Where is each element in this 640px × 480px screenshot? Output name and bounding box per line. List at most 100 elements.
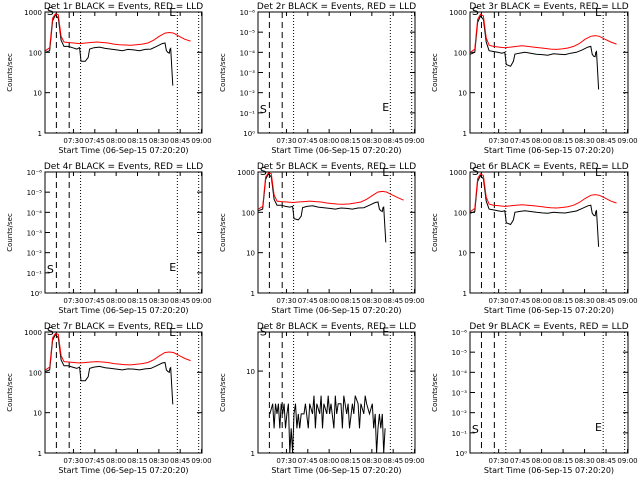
y-tick-label: 10⁻² (240, 90, 256, 98)
y-tick-label: 10 (246, 250, 255, 258)
x-axis-label: Start Time (06-Sep-15 07:20:20) (58, 306, 188, 315)
x-tick-label: 09:00 (617, 297, 637, 305)
series-events (470, 174, 600, 247)
y-tick-label: 10 (458, 90, 467, 98)
x-tick-label: 08:45 (596, 137, 616, 145)
y-tick-label: 100 (454, 49, 467, 57)
plot-frame (257, 171, 416, 294)
x-tick-label: 09:00 (191, 457, 211, 465)
y-axis-label: Counts/sec (219, 213, 227, 252)
start-marker: S (47, 263, 54, 276)
x-tick-label: 09:00 (191, 137, 211, 145)
x-tick-label: 08:15 (553, 457, 573, 465)
series-events (45, 333, 174, 405)
x-tick-label: 08:30 (149, 457, 169, 465)
plot-frame (469, 171, 629, 294)
y-tick-label: 10⁻⁵ (27, 189, 43, 197)
end-marker: E (382, 101, 389, 114)
y-tick-label: 1 (463, 130, 467, 138)
x-axis-label: Start Time (06-Sep-15 07:20:20) (58, 466, 188, 475)
x-tick-label: 07:45 (298, 297, 318, 305)
start-marker: S (260, 326, 267, 339)
x-tick-label: 07:45 (85, 457, 105, 465)
detector-panel-5r: Det 5r BLACK = Events, RED = LLD 07:30 07:… (219, 162, 425, 315)
x-tick-label: 09:00 (191, 297, 211, 305)
x-axis-label: Start Time (06-Sep-15 07:20:20) (271, 146, 401, 155)
x-tick-label: 08:30 (574, 137, 594, 145)
y-tick-label: 10⁰ (30, 290, 42, 298)
x-tick-label: 07:30 (63, 137, 83, 145)
end-marker: E (382, 166, 389, 179)
plot-frame (44, 331, 203, 454)
y-tick-label: 10⁻⁶ (27, 169, 43, 177)
end-marker: E (595, 166, 602, 179)
plot-frame (44, 11, 203, 134)
x-tick-label: 07:45 (85, 137, 105, 145)
x-tick-label: 08:45 (383, 297, 403, 305)
series-lld (45, 332, 191, 371)
series-lld (470, 13, 617, 53)
x-tick-label: 08:45 (596, 297, 616, 305)
x-tick-label: 08:00 (532, 137, 552, 145)
y-tick-label: 10 (458, 250, 467, 258)
x-axis-label: Start Time (06-Sep-15 07:20:20) (484, 306, 614, 315)
detector-panel-2r: Det 2r BLACK = Events, RED = LLD 07:30 07:… (219, 2, 425, 155)
series-events (269, 395, 386, 454)
y-tick-label: 10⁻⁵ (240, 29, 256, 37)
panel-title: Det 9r BLACK = Events, RED = LLD (469, 322, 628, 332)
x-tick-label: 08:30 (362, 297, 382, 305)
detector-panel-9r: Det 9r BLACK = Events, RED = LLD 07:30 07:… (431, 322, 638, 475)
x-tick-label: 08:15 (553, 137, 573, 145)
plot-frame (469, 331, 629, 454)
y-tick-label: 10⁻⁵ (452, 349, 468, 357)
detector-panel-1r: Det 1r BLACK = Events, RED = LLD 07:30 07:… (6, 2, 212, 155)
end-marker: E (595, 6, 602, 19)
panel-title: Det 4r BLACK = Events, RED = LLD (44, 162, 203, 172)
x-tick-label: 09:00 (404, 457, 424, 465)
y-tick-label: 1 (251, 450, 255, 458)
start-marker: S (472, 165, 479, 178)
end-marker: E (382, 326, 389, 339)
x-tick-label: 08:00 (319, 457, 339, 465)
y-tick-label: 10⁻² (452, 410, 468, 418)
y-tick-label: 100 (29, 369, 42, 377)
plot-frame (44, 171, 203, 294)
x-tick-label: 07:45 (510, 297, 530, 305)
detector-panel-3r: Det 3r BLACK = Events, RED = LLD 07:30 07:… (431, 2, 638, 155)
y-axis-label: Counts/sec (6, 373, 14, 412)
x-tick-label: 08:00 (106, 457, 126, 465)
x-tick-label: 07:45 (510, 137, 530, 145)
y-tick-label: 10⁻⁴ (27, 209, 43, 217)
end-marker: E (169, 326, 176, 339)
detector-panel-7r: Det 7r BLACK = Events, RED = LLD 07:30 07:… (6, 322, 212, 475)
series-events (45, 13, 174, 86)
y-tick-label: 1000 (24, 9, 42, 17)
x-tick-label: 08:45 (170, 297, 190, 305)
y-tick-label: 10⁻⁴ (452, 369, 468, 377)
panel-title: Det 2r BLACK = Events, RED = LLD (257, 2, 416, 12)
start-marker: S (472, 5, 479, 18)
y-tick-label: 1 (38, 450, 42, 458)
x-tick-label: 08:00 (319, 297, 339, 305)
plot-frame (257, 331, 416, 454)
x-tick-label: 07:30 (489, 297, 509, 305)
detector-panel-8r: Det 8r BLACK = Events, RED = LLD 07:30 07:… (219, 322, 425, 475)
x-tick-label: 08:30 (362, 137, 382, 145)
x-tick-label: 09:00 (404, 137, 424, 145)
plot-frame (257, 11, 416, 134)
series-events (470, 14, 600, 90)
x-tick-label: 08:30 (362, 457, 382, 465)
x-tick-label: 08:00 (106, 297, 126, 305)
x-tick-label: 08:15 (127, 137, 147, 145)
x-tick-label: 07:30 (276, 457, 296, 465)
panel-title: Det 8r BLACK = Events, RED = LLD (257, 322, 416, 332)
x-tick-label: 09:00 (404, 297, 424, 305)
y-tick-label: 10⁰ (455, 450, 467, 458)
y-tick-label: 100 (454, 209, 467, 217)
start-marker: S (472, 423, 479, 436)
x-tick-label: 08:00 (532, 297, 552, 305)
panel-title: Det 6r BLACK = Events, RED = LLD (469, 162, 628, 172)
y-axis-label: Counts/sec (6, 213, 14, 252)
y-tick-label: 10⁻⁶ (452, 329, 468, 337)
